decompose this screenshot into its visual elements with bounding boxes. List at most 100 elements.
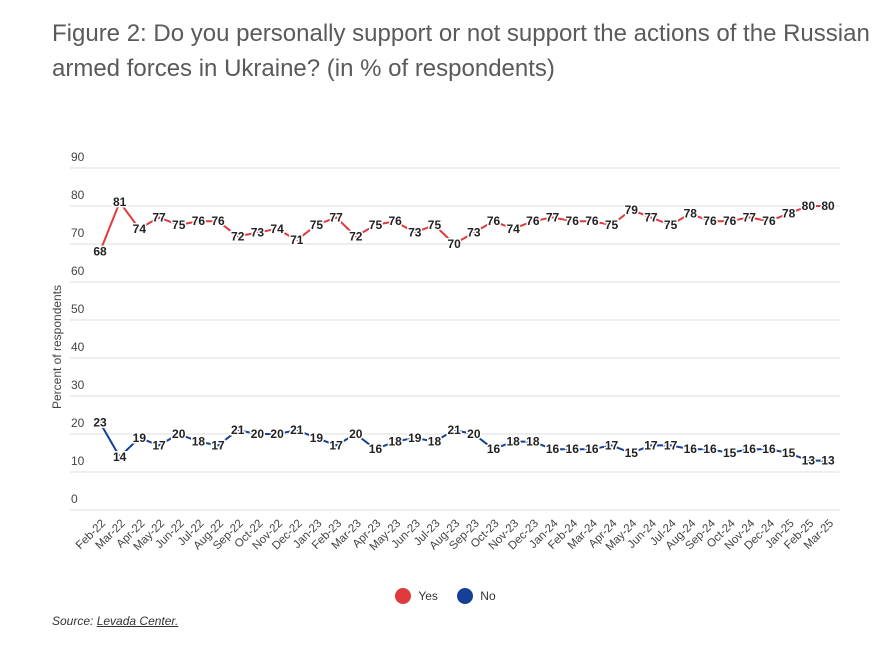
data-label-yes-Jan-23: 75 <box>310 218 324 232</box>
data-label-yes-Dec-24: 76 <box>762 214 776 228</box>
data-label-no-Jan-23: 19 <box>310 431 324 445</box>
data-label-yes-Dec-23: 76 <box>526 214 540 228</box>
data-label-yes-Nov-22: 74 <box>270 222 284 236</box>
y-tick-60: 60 <box>71 264 85 278</box>
data-label-no-Sep-23: 20 <box>467 427 481 441</box>
chart-title: Figure 2: Do you personally support or n… <box>52 20 870 82</box>
y-tick-0: 0 <box>71 492 78 506</box>
data-label-yes-Oct-23: 76 <box>487 214 501 228</box>
data-label-yes-Nov-23: 74 <box>507 222 521 236</box>
y-tick-40: 40 <box>71 340 85 354</box>
source-label: Source: <box>52 614 94 628</box>
data-label-no-Sep-24: 16 <box>703 442 717 456</box>
y-tick-50: 50 <box>71 302 85 316</box>
data-label-no-Nov-24: 16 <box>743 442 757 456</box>
data-label-yes-Apr-23: 75 <box>369 218 383 232</box>
data-label-yes-Jan-24: 77 <box>546 210 560 224</box>
legend-item-no[interactable]: No <box>457 588 496 604</box>
data-label-yes-Jul-22: 76 <box>192 214 206 228</box>
data-label-no-May-24: 15 <box>625 446 639 460</box>
y-tick-90: 90 <box>71 150 85 164</box>
data-label-yes-Sep-23: 73 <box>467 226 481 240</box>
series-line-yes <box>99 201 828 252</box>
data-label-yes-Mar-24: 76 <box>585 214 599 228</box>
y-tick-10: 10 <box>71 454 85 468</box>
data-label-no-Mar-23: 20 <box>349 427 363 441</box>
data-label-no-Mar-25: 13 <box>821 454 835 468</box>
data-label-no-Oct-23: 16 <box>487 442 501 456</box>
data-label-no-Apr-23: 16 <box>369 442 383 456</box>
source-link[interactable]: Levada Center. <box>96 614 179 628</box>
data-label-yes-Mar-25: 80 <box>821 199 835 213</box>
data-label-no-Jul-24: 17 <box>664 438 678 452</box>
data-label-no-Nov-23: 18 <box>507 435 521 449</box>
series-line-no <box>99 422 828 462</box>
data-label-no-Aug-23: 21 <box>447 423 461 437</box>
data-label-no-Dec-22: 21 <box>290 423 304 437</box>
data-label-yes-Aug-23: 70 <box>447 237 461 251</box>
source-note: Source: Levada Center. <box>52 614 178 628</box>
data-label-yes-Apr-24: 75 <box>605 218 619 232</box>
data-label-no-Jul-23: 18 <box>428 435 442 449</box>
series-lines <box>99 201 828 462</box>
data-label-yes-Feb-25: 80 <box>802 199 816 213</box>
data-label-no-Aug-24: 16 <box>684 442 698 456</box>
data-label-no-Jan-25: 15 <box>782 446 796 460</box>
data-label-yes-Aug-22: 76 <box>211 214 225 228</box>
data-label-no-Feb-24: 16 <box>566 442 580 456</box>
data-label-yes-Jun-24: 77 <box>644 210 658 224</box>
legend-swatch-yes <box>395 588 412 604</box>
data-label-yes-Mar-22: 81 <box>113 195 127 209</box>
data-label-yes-Oct-22: 73 <box>251 226 265 240</box>
data-label-yes-Feb-23: 77 <box>329 210 343 224</box>
data-label-yes-Jan-25: 78 <box>782 207 796 221</box>
y-tick-70: 70 <box>71 226 85 240</box>
data-label-no-Mar-22: 14 <box>113 450 127 464</box>
data-label-no-Jul-22: 18 <box>192 435 206 449</box>
data-label-no-May-22: 17 <box>152 438 166 452</box>
data-label-no-Feb-25: 13 <box>802 454 816 468</box>
data-label-no-Apr-24: 17 <box>605 438 619 452</box>
data-label-yes-Sep-24: 76 <box>703 214 717 228</box>
data-label-no-Jun-22: 20 <box>172 427 186 441</box>
data-label-no-Feb-23: 17 <box>329 438 343 452</box>
data-label-yes-Oct-24: 76 <box>723 214 737 228</box>
data-label-yes-Jun-22: 75 <box>172 218 186 232</box>
data-label-no-Dec-23: 18 <box>526 435 540 449</box>
data-label-yes-May-23: 76 <box>388 214 402 228</box>
data-label-yes-Mar-23: 72 <box>349 229 363 243</box>
data-label-yes-Jul-23: 75 <box>428 218 442 232</box>
x-tick-labels: Feb-22Mar-22Apr-22May-22Jun-22Jul-22Aug-… <box>74 517 836 553</box>
legend-swatch-no <box>457 588 474 604</box>
data-label-yes-Nov-24: 77 <box>743 210 757 224</box>
legend-label-no: No <box>480 589 496 603</box>
legend: Yes No <box>0 588 891 607</box>
data-label-no-Mar-24: 16 <box>585 442 599 456</box>
data-label-yes-Apr-22: 74 <box>133 222 147 236</box>
data-label-yes-May-22: 77 <box>152 210 166 224</box>
data-label-yes-Aug-24: 78 <box>684 207 698 221</box>
data-label-yes-Feb-24: 76 <box>566 214 580 228</box>
line-chart: 0 10 20 30 40 50 60 70 80 90 Percent of responden… <box>50 150 840 553</box>
y-tick-labels: 0 10 20 30 40 50 60 70 80 90 <box>71 150 85 506</box>
grid-lines <box>70 167 840 511</box>
data-label-no-Aug-22: 17 <box>211 438 225 452</box>
data-label-no-Oct-22: 20 <box>251 427 265 441</box>
y-tick-80: 80 <box>71 188 85 202</box>
data-labels: 68 81 74 77 75 76 76 72 73 74 71 75 77 72 75 76 73 75 70 73… <box>92 194 837 469</box>
data-label-no-Oct-24: 15 <box>723 446 737 460</box>
data-label-yes-Jul-24: 75 <box>664 218 678 232</box>
data-label-yes-Jun-23: 73 <box>408 226 422 240</box>
data-label-no-Jun-23: 19 <box>408 431 422 445</box>
data-label-no-Dec-24: 16 <box>762 442 776 456</box>
data-label-no-Jun-24: 17 <box>644 438 658 452</box>
data-label-no-Jan-24: 16 <box>546 442 560 456</box>
data-label-yes-May-24: 79 <box>625 203 639 217</box>
y-tick-30: 30 <box>71 378 85 392</box>
data-label-no-Nov-22: 20 <box>270 427 284 441</box>
data-label-yes-Sep-22: 72 <box>231 229 245 243</box>
y-axis-label: Percent of respondents <box>50 285 64 409</box>
data-label-no-Apr-22: 19 <box>133 431 147 445</box>
data-label-yes-Feb-22: 68 <box>93 245 107 259</box>
legend-item-yes[interactable]: Yes <box>395 588 438 604</box>
